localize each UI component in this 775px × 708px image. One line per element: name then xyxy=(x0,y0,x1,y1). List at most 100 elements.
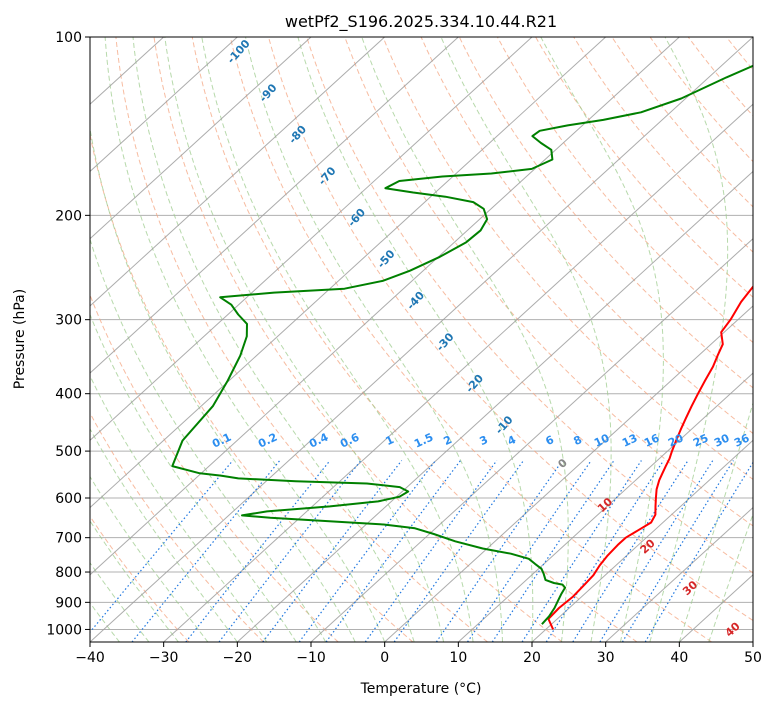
moist-adiabat xyxy=(90,427,238,642)
x-tick-label: 50 xyxy=(744,650,762,666)
x-axis-ticks: −40 −30 −20 −10 0 10 20 30 40 50 xyxy=(75,642,762,666)
isotherm xyxy=(531,439,753,642)
y-tick-label: 700 xyxy=(55,531,82,547)
dry-adiabat xyxy=(268,37,753,622)
x-tick-label: 40 xyxy=(670,650,688,666)
x-tick-label: −40 xyxy=(75,650,105,666)
y-tick-label: 500 xyxy=(55,444,82,460)
plot-frame xyxy=(89,36,754,643)
isotherm xyxy=(605,506,753,642)
moist-adiabat xyxy=(540,37,664,642)
x-tick-label: 0 xyxy=(380,650,389,666)
isotherm xyxy=(384,305,753,642)
mixing-ratio-label: 20 xyxy=(666,431,686,449)
moist-adiabat xyxy=(90,374,268,642)
mixing-ratio-lines xyxy=(90,460,753,642)
x-tick-label: −20 xyxy=(223,650,253,666)
isotherm xyxy=(90,37,459,374)
dry-adiabat xyxy=(458,37,753,389)
y-tick-label: 900 xyxy=(55,595,82,611)
dry-adiabat xyxy=(306,37,753,574)
moist-adiabats xyxy=(90,37,753,642)
mixing-ratio-line xyxy=(491,460,615,642)
isotherm xyxy=(310,237,753,642)
mixing-ratio-line xyxy=(90,460,234,634)
dry-adiabat xyxy=(90,515,190,642)
dry-adiabat xyxy=(496,37,753,344)
dry-adiabat xyxy=(344,37,753,527)
isotherm xyxy=(236,170,753,642)
isotherms xyxy=(90,37,753,642)
moist-adiabat xyxy=(708,513,753,642)
isotherm xyxy=(90,37,607,509)
chart-title: wetPf2_S196.2025.334.10.44.R21 xyxy=(285,12,557,32)
isotherm xyxy=(90,37,386,307)
mixing-ratio-line xyxy=(325,460,461,642)
mixing-ratio-line xyxy=(298,460,437,642)
mixing-ratio-line xyxy=(521,460,642,642)
moist-adiabat xyxy=(90,125,356,642)
mixing-ratio-label: 13 xyxy=(620,431,639,449)
isotherm xyxy=(163,103,753,642)
moist-adiabat xyxy=(90,313,297,642)
moist-adiabat xyxy=(245,37,503,642)
sounding-series xyxy=(171,64,753,630)
isotherm xyxy=(90,37,533,442)
plot-area: -100-90-80-70-60-50-40-30-20-10010203040… xyxy=(90,37,753,642)
mixing-ratio-label: 25 xyxy=(691,431,710,449)
moist-adiabat xyxy=(678,401,753,642)
mixing-ratio-label: 16 xyxy=(642,431,662,449)
isotherm xyxy=(90,37,680,576)
mixing-ratio-line xyxy=(644,461,753,642)
dry-adiabat xyxy=(115,37,488,642)
dry-adiabat xyxy=(535,37,753,298)
mixing-ratio-line xyxy=(393,460,524,642)
x-tick-label: 10 xyxy=(449,650,467,666)
temperature-profile xyxy=(547,285,753,630)
mixing-ratio-label: 10 xyxy=(592,431,612,449)
mixing-ratio-line xyxy=(131,460,281,642)
y-tick-label: 200 xyxy=(55,208,82,224)
mixing-ratio-label: 30 xyxy=(712,431,732,449)
x-tick-label: 30 xyxy=(597,650,615,666)
isotherm xyxy=(90,37,753,642)
dewpoint-profile xyxy=(171,64,753,625)
dry-adiabat xyxy=(611,37,753,208)
moist-adiabat xyxy=(649,37,729,642)
dry-adiabat xyxy=(191,37,638,642)
x-axis-label: Temperature (°C) xyxy=(360,681,482,697)
dry-adiabat xyxy=(90,293,339,642)
x-tick-label: −10 xyxy=(296,650,326,666)
dry-adiabat xyxy=(90,131,414,642)
moist-adiabat xyxy=(164,37,445,642)
x-tick-label: −30 xyxy=(149,650,179,666)
isotherm xyxy=(457,372,753,642)
y-tick-label: 800 xyxy=(55,565,82,581)
dry-adiabat xyxy=(229,37,712,642)
y-tick-label: 400 xyxy=(55,387,82,403)
moist-adiabat xyxy=(201,37,474,642)
moist-adiabat xyxy=(361,37,569,642)
y-tick-label: 1000 xyxy=(46,622,82,638)
moist-adiabat xyxy=(440,37,612,642)
pressure-gridlines xyxy=(90,37,753,630)
mixing-ratio-label: 36 xyxy=(732,431,752,449)
moist-adiabat xyxy=(90,561,150,642)
mixing-ratio-line xyxy=(364,460,498,642)
moist-adiabat xyxy=(132,37,415,642)
moist-adiabat xyxy=(90,237,327,642)
mixing-ratio-line xyxy=(621,460,734,642)
moist-adiabat xyxy=(297,37,534,642)
isotherm xyxy=(90,37,312,240)
y-tick-label: 100 xyxy=(55,30,82,46)
dry-adiabat xyxy=(382,37,753,481)
x-tick-label: 20 xyxy=(523,650,541,666)
y-axis-ticks: 100 200 300 400 500 600 700 800 900 1000 xyxy=(46,30,90,638)
isotherm xyxy=(90,37,238,173)
y-tick-label: 600 xyxy=(55,491,82,507)
mixing-ratio-line xyxy=(435,460,563,642)
y-tick-label: 300 xyxy=(55,313,82,329)
mixing-ratio-line xyxy=(467,460,592,642)
dry-adiabat xyxy=(649,37,753,163)
